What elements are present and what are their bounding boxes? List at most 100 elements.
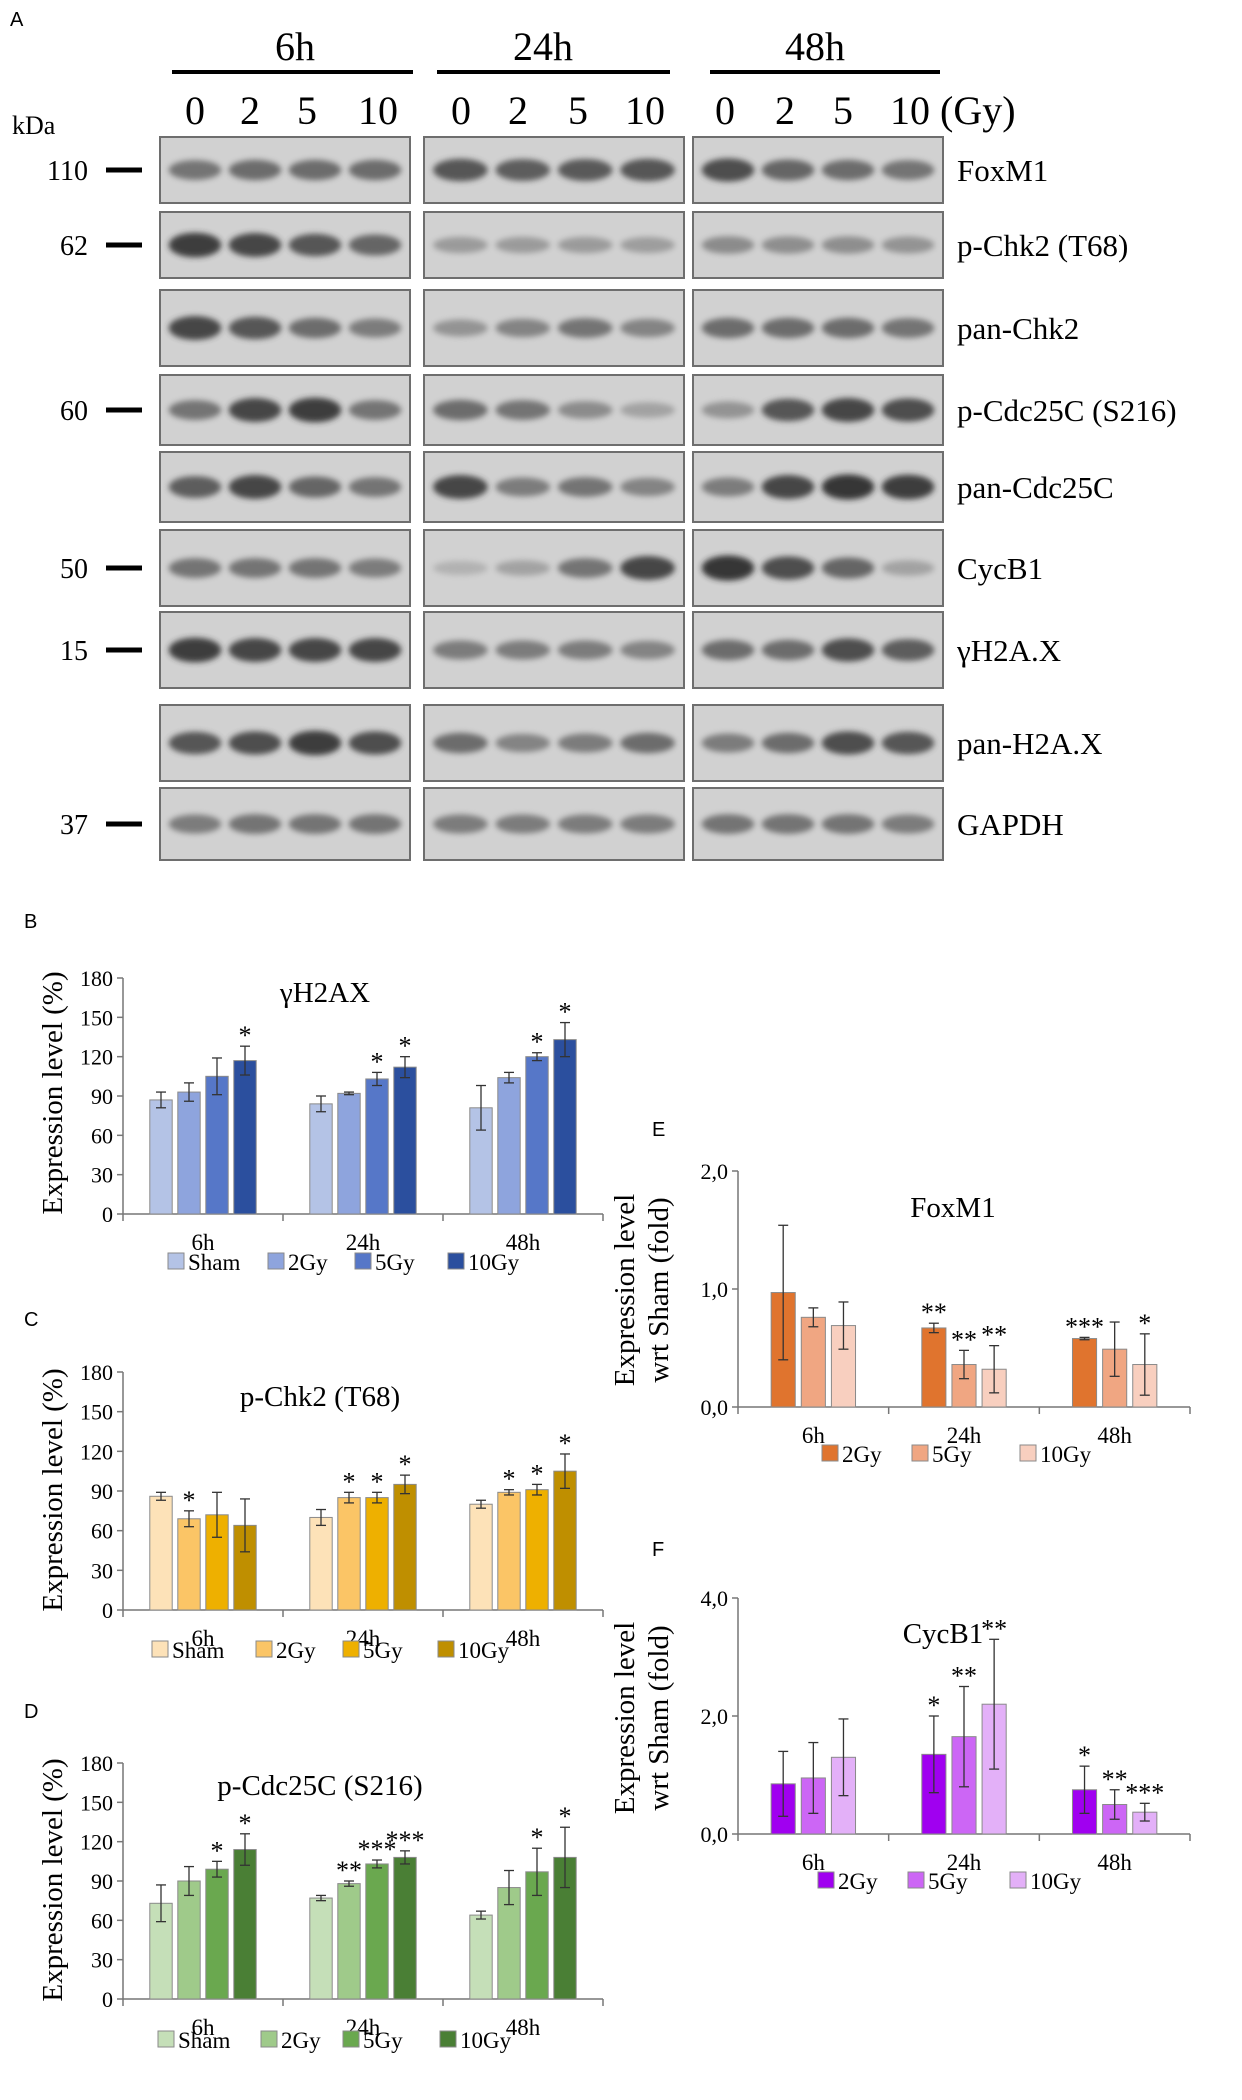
bar (149, 1099, 173, 1215)
dose-label: 2 (240, 88, 260, 133)
legend-label: 10Gy (460, 2028, 512, 2053)
blot-band (228, 159, 282, 181)
blot-band (348, 318, 402, 338)
blot-band (168, 814, 222, 834)
y-axis-label: Expression level (%) (37, 971, 69, 1214)
legend-swatch (342, 1640, 360, 1658)
legend-swatch (260, 2030, 278, 2048)
bar (205, 1868, 229, 2000)
blot-band (168, 476, 222, 498)
legend-swatch (1009, 1871, 1027, 1889)
timepoint-label: 6h (275, 24, 315, 69)
blot-band (620, 640, 675, 660)
bar (177, 1880, 201, 2000)
protein-label: pan-Cdc25C (957, 470, 1114, 505)
blot-band (881, 398, 935, 422)
legend-label: 2Gy (288, 1250, 328, 1275)
y-tick-label: 180 (80, 1360, 113, 1385)
legend-swatch (354, 1252, 372, 1270)
y-tick-label: 30 (91, 1558, 113, 1583)
legend-label: 2Gy (842, 1442, 882, 1467)
blot-band (881, 318, 935, 338)
y-tick-label: 30 (91, 1948, 113, 1973)
protein-label: γH2A.X (956, 633, 1061, 668)
x-tick-label: 24h (346, 1230, 381, 1255)
y-tick-label: 60 (91, 1908, 113, 1933)
significance-marker: * (371, 1047, 384, 1076)
blot-band (701, 639, 755, 661)
blot-band (557, 401, 613, 419)
y-tick-label: 120 (80, 1830, 113, 1855)
significance-marker: * (371, 1467, 384, 1496)
blot-band (557, 158, 613, 182)
kda-marker-value: 110 (47, 156, 88, 187)
dose-label: 10 (625, 88, 665, 133)
bar (337, 1092, 361, 1215)
x-tick-label: 6h (192, 2015, 216, 2040)
chart-title: CycB1 (903, 1618, 984, 1650)
chart-e: E FoxM1 Expression levelwrt Sham (fold) 0,0… (609, 1119, 1191, 1467)
legend-label: 5Gy (928, 1869, 968, 1894)
blot-band (557, 558, 613, 578)
blot-band (228, 475, 282, 499)
bar (469, 1503, 493, 1611)
blot-band (348, 814, 402, 834)
y-tick-label: 2,0 (701, 1704, 729, 1729)
legend-swatch (157, 2030, 175, 2048)
legend-label: 2Gy (281, 2028, 321, 2053)
panel-letter-d: D (24, 1701, 38, 1723)
blot-band (495, 814, 551, 834)
bar (309, 1516, 333, 1611)
blot-band (881, 560, 935, 576)
bar (365, 1863, 389, 2000)
blot-band (881, 731, 935, 755)
bar (337, 1497, 361, 1611)
blot-band (761, 814, 815, 834)
protein-label: p-Cdc25C (S216) (957, 393, 1177, 428)
kda-marker-value: 62 (60, 231, 88, 262)
bar (393, 1483, 417, 1611)
legend-label: 2Gy (838, 1869, 878, 1894)
x-tick-label: 6h (802, 1850, 826, 1875)
blot-band (433, 640, 488, 660)
blot-band (620, 732, 675, 754)
y-axis-label: Expression levelwrt Sham (fold) (609, 1622, 675, 1814)
legend-label: 10Gy (1040, 1442, 1092, 1467)
significance-marker: ** (981, 1614, 1007, 1643)
legend-swatch (167, 1252, 185, 1270)
chart-title: p-Cdc25C (S216) (217, 1770, 422, 1802)
blot-band (761, 475, 815, 499)
blot-band (620, 556, 675, 580)
bar (469, 1914, 493, 2000)
significance-marker: *** (386, 1826, 425, 1855)
blot-band (701, 401, 755, 419)
bar (553, 1470, 577, 1611)
y-tick-label: 150 (80, 1790, 113, 1815)
bar (149, 1495, 173, 1611)
blot-band (433, 814, 488, 834)
dose-label: 0 (715, 88, 735, 133)
blot-band (168, 400, 222, 420)
blot-band (288, 233, 342, 257)
blot-band (881, 474, 935, 500)
blot-band (228, 638, 282, 662)
bar (365, 1078, 389, 1215)
y-tick-label: 60 (91, 1519, 113, 1544)
significance-marker: ** (1102, 1765, 1128, 1794)
blot-band (821, 398, 875, 422)
kda-marker-value: 37 (60, 810, 88, 841)
blot-band (557, 477, 613, 497)
significance-marker: * (239, 1021, 252, 1050)
legend-swatch (1019, 1444, 1037, 1462)
significance-marker: * (559, 998, 572, 1027)
bar (309, 1103, 333, 1215)
blot-band (168, 160, 222, 180)
bar (1071, 1338, 1098, 1408)
dose-unit-label: (Gy) (940, 88, 1016, 133)
blot-band (433, 236, 488, 254)
legend-swatch (911, 1444, 929, 1462)
blot-band (557, 733, 613, 753)
blot-band (881, 814, 935, 834)
